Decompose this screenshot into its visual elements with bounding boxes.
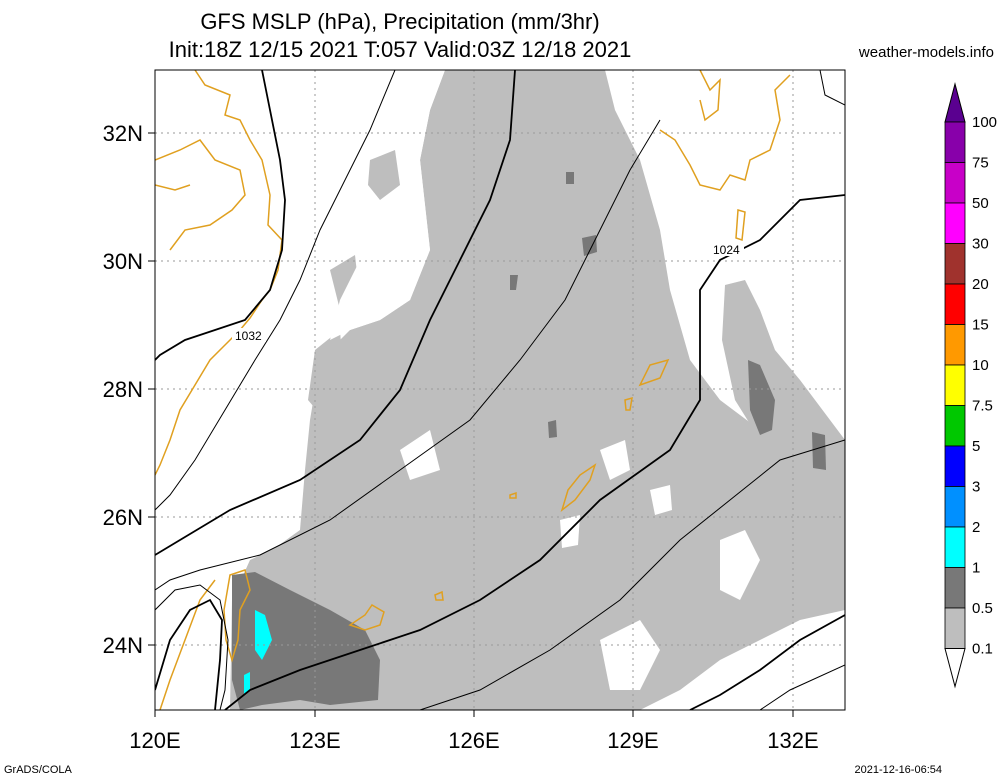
colorbar-label: 30: [972, 236, 989, 253]
lon-label: 120E: [129, 728, 180, 753]
precip-heavy-spot: [255, 610, 272, 660]
precip-light-band: [230, 70, 845, 710]
colorbar-label: 0.1: [972, 641, 993, 658]
site-credit: weather-models.info: [858, 44, 994, 61]
colorbar-label: 5: [972, 438, 980, 455]
isobar-label-bg: [710, 242, 744, 256]
lat-label: 26N: [103, 505, 143, 530]
lon-label: 126E: [448, 728, 499, 753]
colorbar-label: 0.5: [972, 600, 993, 617]
colorbar-segment: [944, 202, 966, 244]
colorbar-segment: [944, 405, 966, 447]
colorbar: 100 75 50 30 20 15 10 7.5 5 3 2 1 0.5 0.1: [944, 82, 997, 689]
isobar-label-bg: [232, 328, 266, 342]
lat-label: 28N: [103, 377, 143, 402]
colorbar-label: 3: [972, 479, 980, 496]
chart-title: GFS MSLP (hPa), Precipitation (mm/3hr): [200, 9, 600, 34]
lat-label: 24N: [103, 633, 143, 658]
isobar-label-1032: 1032: [235, 329, 262, 343]
colorbar-label: 10: [972, 357, 989, 374]
lon-label: 132E: [767, 728, 818, 753]
lon-label: 123E: [289, 728, 340, 753]
colorbar-label: 2: [972, 519, 980, 536]
lat-lon-grid: [155, 70, 845, 710]
colorbar-segment: [944, 526, 966, 568]
precip-layer: [230, 70, 845, 710]
colorbar-label: 1: [972, 560, 980, 577]
isobar-label-1024: 1024: [713, 243, 740, 257]
coastlines: [155, 70, 791, 710]
lat-label: 32N: [103, 121, 143, 146]
lat-label: 30N: [103, 249, 143, 274]
colorbar-segment: [944, 364, 966, 406]
colorbar-segment: [944, 243, 966, 285]
precip-medium-area: [232, 572, 380, 710]
footer-right: 2021-12-16-06:54: [854, 764, 942, 776]
colorbar-segment: [944, 162, 966, 204]
colorbar-segment: [944, 324, 966, 366]
colorbar-label: 75: [972, 155, 989, 172]
colorbar-top-arrow: [944, 82, 966, 123]
colorbar-segment: [944, 121, 966, 163]
map-frame: [154, 69, 846, 711]
colorbar-label: 100: [972, 114, 997, 131]
colorbar-label: 7.5: [972, 398, 993, 415]
lon-label: 129E: [607, 728, 658, 753]
axis-ticks: [148, 132, 794, 717]
colorbar-segment: [944, 283, 966, 325]
colorbar-label: 20: [972, 276, 989, 293]
colorbar-segment: [944, 567, 966, 609]
colorbar-segment: [944, 445, 966, 487]
colorbar-bottom-arrow: [944, 648, 966, 689]
colorbar-segment: [944, 486, 966, 528]
footer-left: GrADS/COLA: [4, 764, 72, 776]
colorbar-segment: [944, 607, 966, 649]
colorbar-label: 50: [972, 195, 989, 212]
chart-subtitle: Init:18Z 12/15 2021 T:057 Valid:03Z 12/1…: [168, 37, 632, 62]
colorbar-label: 15: [972, 317, 989, 334]
